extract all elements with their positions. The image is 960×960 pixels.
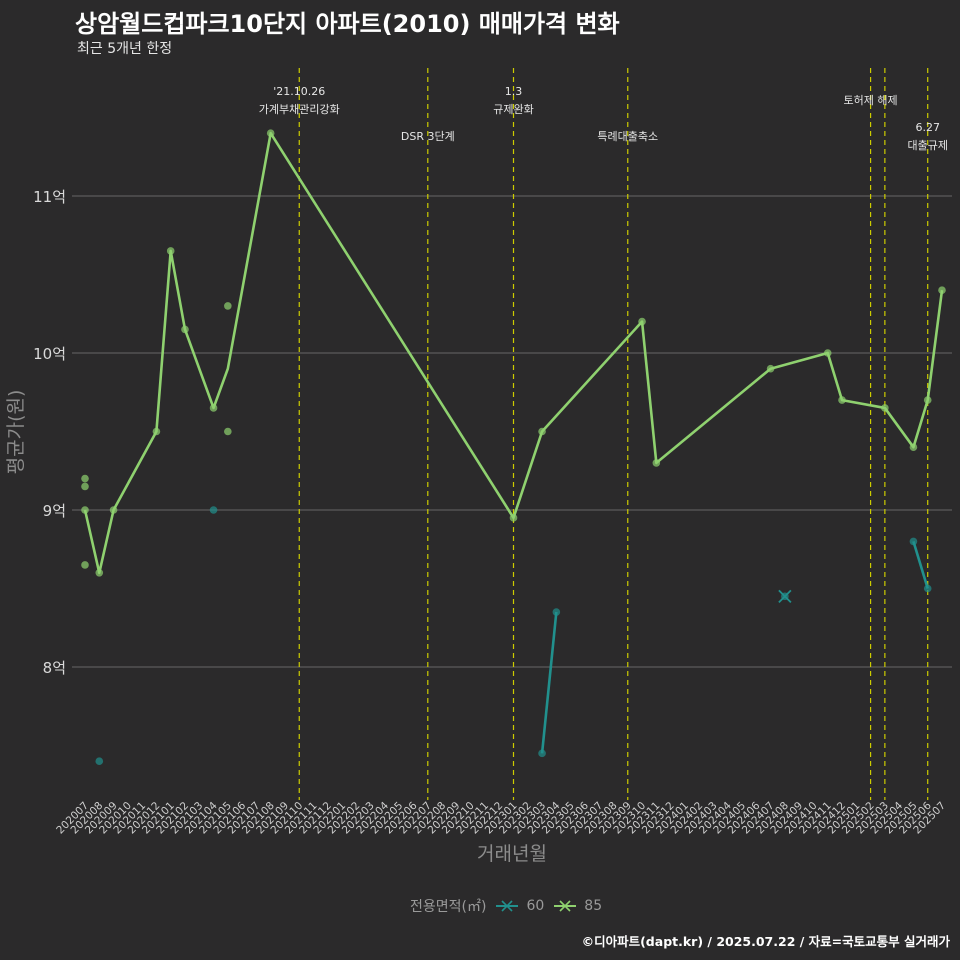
series-85-point bbox=[181, 325, 189, 334]
series-60-line bbox=[912, 541, 929, 589]
series-85-point bbox=[266, 129, 275, 137]
legend-title: 전용면적(㎡) bbox=[410, 899, 487, 915]
y-tick-label: 11억 bbox=[33, 188, 66, 206]
legend-key-85-icon bbox=[554, 900, 577, 912]
series-85-point bbox=[81, 506, 89, 514]
series-85-point bbox=[881, 404, 889, 412]
event-label: 토허제 해제 bbox=[844, 93, 898, 107]
series-60-point bbox=[909, 537, 918, 546]
legend: 전용면적(㎡) 60 85 bbox=[410, 896, 602, 916]
event-label: 특례대출축소 bbox=[597, 130, 658, 143]
series-85-point bbox=[652, 459, 661, 467]
legend-key-60-icon bbox=[496, 900, 519, 912]
chart-title: 상암월드컵파크10단지 아파트(2010) 매매가격 변화 bbox=[75, 10, 620, 38]
series-60-point bbox=[923, 584, 932, 593]
series-60-line bbox=[540, 611, 558, 754]
series-85-point bbox=[209, 404, 218, 412]
series-85-line bbox=[83, 131, 944, 575]
legend-item-85: 85 bbox=[552, 898, 602, 914]
event-label: '21.10.26 가계부채관리강화 bbox=[259, 85, 340, 116]
legend-label-60: 60 bbox=[526, 898, 545, 914]
series-85-point bbox=[95, 569, 104, 577]
event-label: 6.27 대출규제 bbox=[907, 121, 947, 152]
event-label: DSR 3단계 bbox=[401, 130, 455, 143]
series-85-point bbox=[923, 396, 932, 404]
series-85-point bbox=[638, 317, 646, 326]
series-85-point bbox=[823, 349, 832, 357]
series-85-point bbox=[152, 427, 161, 436]
series-85-point bbox=[224, 302, 232, 310]
series-85-point bbox=[166, 247, 175, 255]
legend-label-85: 85 bbox=[584, 898, 603, 914]
legend-item-60: 60 bbox=[494, 898, 544, 914]
series-85-point bbox=[766, 364, 775, 373]
series-85-point bbox=[838, 396, 846, 404]
series-85-point bbox=[909, 443, 918, 452]
y-tick-label: 10억 bbox=[33, 345, 66, 363]
series-60-marker bbox=[778, 589, 792, 603]
series-85-point bbox=[109, 506, 118, 514]
series-60-point bbox=[209, 506, 218, 514]
series-85-point bbox=[224, 427, 232, 436]
series-85-point bbox=[81, 474, 89, 483]
y-tick-label: 9억 bbox=[43, 502, 66, 520]
y-axis-title: 평균가(원) bbox=[5, 390, 27, 475]
series-85-point bbox=[509, 514, 518, 522]
chart-subtitle: 최근 5개년 한정 bbox=[77, 41, 173, 57]
y-tick-label: 8억 bbox=[43, 659, 66, 677]
series-85-point bbox=[81, 482, 89, 491]
series-60-point bbox=[538, 749, 546, 758]
event-label: 1.3 규제완화 bbox=[493, 85, 533, 116]
series-60-point bbox=[552, 608, 561, 616]
series-60-point bbox=[95, 757, 104, 765]
series-85-point bbox=[81, 561, 89, 569]
x-axis-title: 거래년월 bbox=[477, 843, 547, 865]
series-85-point bbox=[938, 286, 946, 295]
caption: ©디아파트(dapt.kr) / 2025.07.22 / 자료=국토교통부 실… bbox=[581, 934, 950, 949]
series-85-point bbox=[538, 427, 546, 436]
